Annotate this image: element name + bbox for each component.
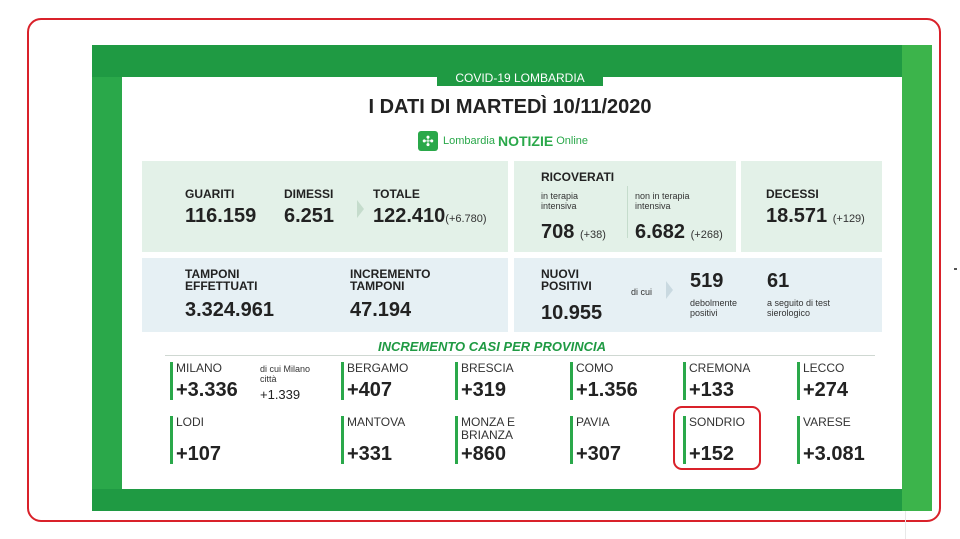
province-name: SONDRIO <box>689 415 746 429</box>
province-monza: MONZA E BRIANZA +860 <box>455 415 551 465</box>
nti-number: 6.682 <box>635 221 686 243</box>
brand-pre: Lombardia <box>443 135 495 147</box>
province-name: COMO <box>576 361 614 375</box>
header-tab: COVID-19 LOMBARDIA <box>437 70 603 86</box>
guariti-label: GUARITI <box>185 187 235 201</box>
totale-delta: (+6.780) <box>445 213 487 225</box>
incremento-value: 47.194 <box>350 299 412 321</box>
right-green-bar <box>902 45 932 511</box>
ti-delta: (+38) <box>579 229 606 241</box>
province-cremona: CREMONA +133 <box>683 361 751 401</box>
lombardia-cross-icon: ✣ <box>418 131 438 151</box>
province-name: VARESE <box>803 415 851 429</box>
box-guariti-dimessi <box>142 161 508 252</box>
province-divider <box>165 355 875 356</box>
milano-city-value: +1.339 <box>260 387 301 402</box>
totale-value: 122.410(+6.780) <box>373 205 487 228</box>
province-value: +274 <box>803 379 849 401</box>
province-value: +1.356 <box>576 379 638 401</box>
outer-highlight-frame <box>27 18 941 522</box>
incremento-label: INCREMENTO TAMPONI <box>350 267 431 293</box>
province-name: BERGAMO <box>347 361 409 375</box>
brand-logo: ✣ Lombardia NOTIZIE Online <box>418 131 588 151</box>
province-como: COMO +1.356 <box>570 361 638 401</box>
box-tamponi <box>142 258 508 332</box>
edge-mark <box>954 268 957 270</box>
province-value: +307 <box>576 443 622 465</box>
tamponi-label: TAMPONI EFFETTUATI <box>185 267 258 293</box>
province-name: CREMONA <box>689 361 751 375</box>
decessi-value: 18.571 (+129) <box>766 205 865 228</box>
brand-strong: NOTIZIE <box>497 133 554 149</box>
province-varese: VARESE +3.081 <box>797 415 865 465</box>
province-value: +319 <box>461 379 507 401</box>
province-heading: INCREMENTO CASI PER PROVINCIA <box>378 339 607 354</box>
province-value: +860 <box>461 443 507 465</box>
debolmente-value: 519 <box>690 270 724 292</box>
province-value: +107 <box>176 443 222 465</box>
edge-line <box>905 511 906 539</box>
province-name: PAVIA <box>576 415 610 429</box>
guariti-value: 116.159 <box>185 205 257 227</box>
box-positivi <box>514 258 882 332</box>
ti-value: 708 (+38) <box>541 221 606 244</box>
province-value: +3.336 <box>176 379 238 401</box>
province-lodi: LODI +107 <box>170 415 222 465</box>
tamponi-value: 3.324.961 <box>185 299 274 321</box>
ricoverati-divider <box>627 186 628 238</box>
province-brescia: BRESCIA +319 <box>455 361 514 401</box>
province-value: +331 <box>347 443 393 465</box>
province-name: BRESCIA <box>461 361 514 375</box>
box-decessi <box>741 161 882 252</box>
province-value: +3.081 <box>803 443 865 465</box>
province-name: LECCO <box>803 361 845 375</box>
province-mantova: MANTOVA +331 <box>341 415 406 465</box>
nti-delta: (+268) <box>690 229 723 241</box>
province-sondrio: SONDRIO +152 <box>683 415 746 465</box>
brand-post: Online <box>556 135 589 147</box>
dicui-label: di cui <box>631 287 653 297</box>
positivi-value: 10.955 <box>541 302 603 324</box>
sierologico-label: a seguito di test sierologico <box>767 298 831 318</box>
page-title: I DATI DI MARTEDÌ 10/11/2020 <box>368 96 652 118</box>
bottom-green-bar <box>92 489 902 511</box>
province-name: MILANO <box>176 361 223 375</box>
province-name: MONZA E BRIANZA <box>461 415 516 442</box>
province-value: +152 <box>689 443 735 465</box>
totale-number: 122.410 <box>373 205 446 227</box>
dimessi-label: DIMESSI <box>284 187 334 201</box>
nti-value: 6.682 (+268) <box>635 221 723 244</box>
decessi-number: 18.571 <box>766 205 828 227</box>
milano-city-label: di cui Milano città <box>260 364 311 384</box>
province-bergamo: BERGAMO +407 <box>341 361 409 401</box>
ti-number: 708 <box>541 221 575 243</box>
totale-label: TOTALE <box>373 187 420 201</box>
decessi-delta: (+129) <box>832 213 865 225</box>
sierologico-value: 61 <box>767 270 790 292</box>
debolmente-label: debolmente positivi <box>690 298 738 318</box>
sondrio-highlight-box <box>673 406 761 470</box>
left-green-bar <box>92 45 122 511</box>
province-milano: MILANO +3.336 <box>170 361 238 401</box>
province-lecco: LECCO +274 <box>797 361 849 401</box>
nti-label: non in terapia intensiva <box>635 191 690 211</box>
decessi-label: DECESSI <box>766 187 819 201</box>
province-name: MANTOVA <box>347 415 406 429</box>
ti-label: in terapia intensiva <box>541 191 579 211</box>
province-name: LODI <box>176 415 205 429</box>
arrow-icon <box>357 200 364 218</box>
positivi-label: NUOVI POSITIVI <box>541 267 592 293</box>
dimessi-value: 6.251 <box>284 205 335 227</box>
arrow-icon-2 <box>666 281 673 299</box>
province-value: +133 <box>689 379 735 401</box>
province-pavia: PAVIA +307 <box>570 415 622 465</box>
province-value: +407 <box>347 379 393 401</box>
ricoverati-label: RICOVERATI <box>541 170 615 184</box>
box-ricoverati <box>514 161 736 252</box>
